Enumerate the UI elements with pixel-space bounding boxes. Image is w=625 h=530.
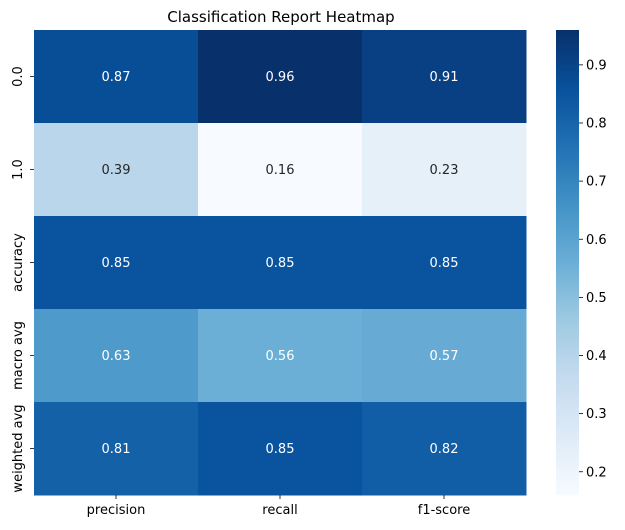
cell-annotation: 0.63 [102,349,131,364]
y-axis: 0.0 1.0 accuracy macro avg weighted avg [11,66,34,493]
cell-annotation: 0.16 [266,163,295,178]
colorbar-axis: 0.2 0.3 0.4 0.5 0.6 0.7 0.8 0.9 [579,58,607,480]
heatmap-cell [362,123,527,217]
heatmap-cell [198,402,363,496]
heatmap-cell [362,309,527,403]
colorbar-tick-label: 0.4 [586,349,607,364]
y-tick-label: macro avg [11,321,26,390]
cell-annotation: 0.87 [102,70,131,85]
y-tick-label: 0.0 [11,66,26,87]
cell-annotation: 0.85 [430,256,459,271]
x-tick-label: precision [87,503,146,518]
x-axis: precision recall f1-score [87,495,470,518]
heatmap-cell [198,216,363,310]
colorbar-tick-label: 0.5 [586,291,607,306]
colorbar-tick-label: 0.6 [586,233,607,248]
colorbar-tick-label: 0.9 [586,58,607,73]
heatmap-cells [34,30,527,496]
heatmap-cell [362,402,527,496]
x-tick-label: f1-score [418,503,470,518]
cell-annotation: 0.81 [102,442,131,457]
cell-annotation: 0.85 [102,256,131,271]
cell-annotation: 0.57 [430,349,459,364]
heatmap-cell [34,309,199,403]
heatmap-cell [34,123,199,217]
y-tick-label: weighted avg [11,404,26,492]
colorbar-tick-label: 0.7 [586,175,607,190]
cell-annotation: 0.96 [266,70,295,85]
y-tick-label: accuracy [11,233,26,292]
heatmap-cell [34,30,199,124]
colorbar [556,30,579,495]
heatmap-cell [198,30,363,124]
cell-annotation: 0.23 [430,163,459,178]
chart-title: Classification Report Heatmap [167,8,394,26]
heatmap-cell [362,30,527,124]
heatmap-cell [34,216,199,310]
cell-annotation: 0.91 [430,70,459,85]
cell-annotation: 0.82 [430,442,459,457]
heatmap-cell [198,123,363,217]
heatmap-cell [198,309,363,403]
cell-annotation: 0.39 [102,163,131,178]
heatmap-cell [362,216,527,310]
cell-annotation: 0.85 [266,442,295,457]
cell-annotation: 0.56 [266,349,295,364]
cell-annotation: 0.85 [266,256,295,271]
heatmap-cell [34,402,199,496]
y-tick-label: 1.0 [11,159,26,180]
colorbar-tick-label: 0.2 [586,465,607,480]
cell-annotations: 0.87 0.96 0.91 0.39 0.16 0.23 0.85 0.85 0.85 0.63… [102,70,459,457]
colorbar-tick-label: 0.8 [586,117,607,132]
colorbar-tick-label: 0.3 [586,407,607,422]
x-tick-label: recall [262,503,297,518]
